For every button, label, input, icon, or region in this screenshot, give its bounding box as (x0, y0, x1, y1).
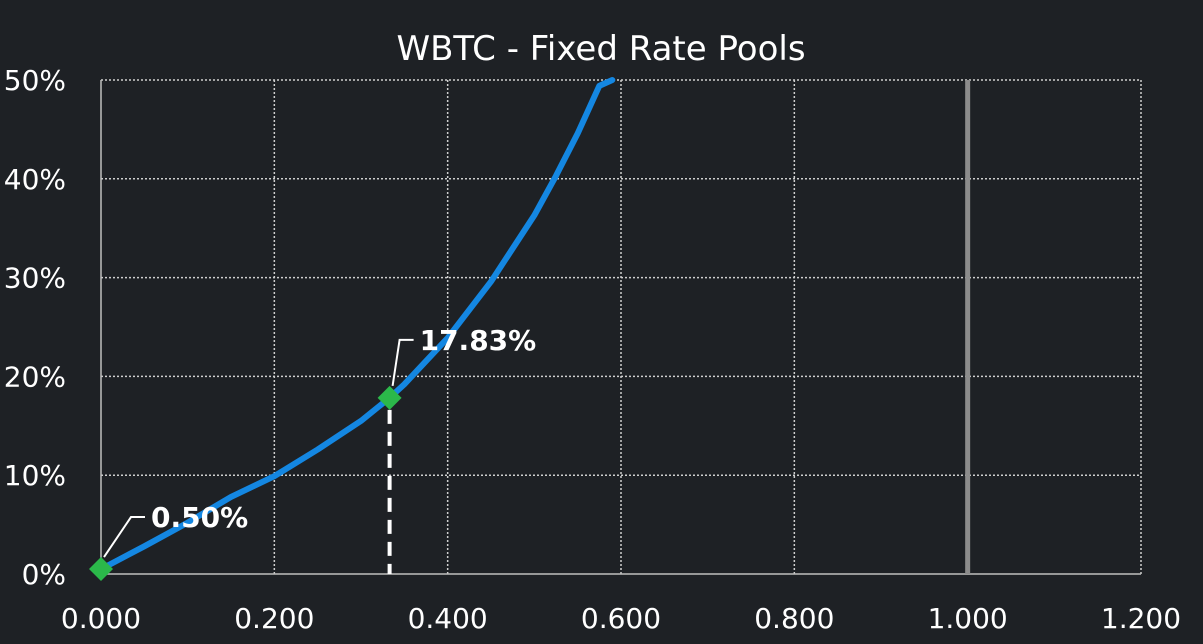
data-label: 17.83% (420, 324, 537, 357)
x-tick-label: 1.200 (1101, 602, 1181, 635)
data-label: 0.50% (151, 501, 248, 534)
x-tick-label: 1.000 (928, 602, 1008, 635)
y-axis: 0% 10% 20% 30% 40% 50% (4, 64, 66, 591)
y-tick-label: 0% (22, 558, 66, 591)
x-axis: 0.000 0.200 0.400 0.600 0.800 1.000 1.200 (61, 602, 1181, 635)
y-tick-label: 50% (4, 64, 66, 97)
highlight-point-marker (89, 557, 113, 582)
x-tick-label: 0.200 (234, 602, 314, 635)
data-label-leader (391, 338, 414, 386)
y-tick-label: 10% (4, 459, 66, 492)
chart-title: WBTC - Fixed Rate Pools (396, 29, 805, 69)
grid (100, 79, 1142, 575)
x-tick-label: 0.000 (61, 602, 141, 635)
series-group (98, 77, 616, 573)
annotations: 0.50% 17.83% (89, 324, 537, 582)
x-tick-label: 0.400 (408, 602, 488, 635)
x-tick-label: 0.600 (581, 602, 661, 635)
series-line (98, 77, 616, 573)
data-label-leader (103, 516, 145, 558)
y-tick-label: 30% (4, 262, 66, 295)
y-tick-label: 20% (4, 360, 66, 393)
x-tick-label: 0.800 (754, 602, 834, 635)
y-tick-label: 40% (4, 163, 66, 196)
highlight-point-marker (377, 385, 402, 410)
